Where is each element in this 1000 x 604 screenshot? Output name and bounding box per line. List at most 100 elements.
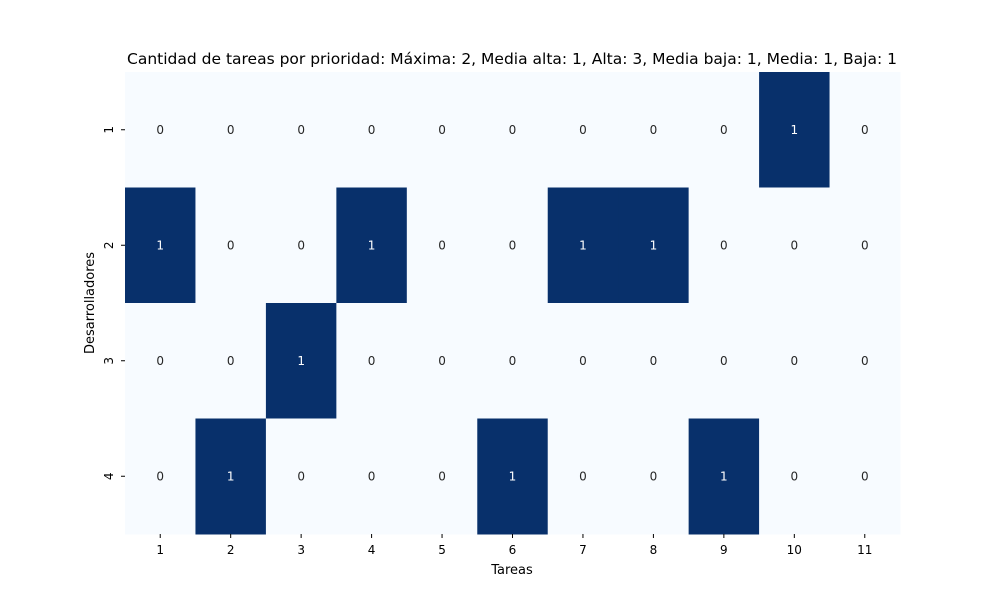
heatmap-cell — [618, 303, 690, 419]
cell-value-label: 0 — [297, 123, 305, 137]
cell-value-label: 0 — [720, 238, 728, 252]
heatmap-cell — [829, 72, 901, 188]
cell-value-label: 0 — [790, 238, 798, 252]
cell-value-label: 0 — [650, 354, 658, 368]
cell-value-label: 0 — [156, 469, 164, 483]
cell-annotations: 0 0 0 0 0 0 0 0 0 1 0 1 0 0 1 0 0 1 1 0 0 0 0 0 1 0 0 0 0 0 0 0 0 0 1 0 0 0 1 0… — [156, 123, 868, 484]
x-tick-label: 1 — [156, 543, 164, 557]
y-tick-label: 4 — [102, 472, 116, 480]
x-axis: 1 2 3 4 5 6 7 8 9 10 11 — [156, 534, 872, 557]
cell-value-label: 1 — [650, 238, 658, 252]
cell-value-label: 0 — [509, 238, 517, 252]
heatmap-cell — [336, 418, 408, 535]
x-tick-label: 6 — [509, 543, 517, 557]
heatmap-cell — [618, 187, 690, 304]
heatmap-cell — [406, 72, 478, 188]
cell-value-label: 0 — [861, 123, 869, 137]
heatmap-cell — [336, 303, 408, 419]
cell-value-label: 0 — [297, 469, 305, 483]
heatmap-cell — [265, 187, 337, 304]
heatmap-cell — [477, 72, 549, 188]
x-tick-label: 7 — [579, 543, 587, 557]
cell-value-label: 1 — [368, 238, 376, 252]
heatmap-cell — [547, 418, 619, 535]
cell-value-label: 0 — [368, 354, 376, 368]
cell-value-label: 0 — [579, 354, 587, 368]
heatmap-cell — [195, 187, 267, 304]
heatmap-cell — [406, 418, 478, 535]
heatmap-cell — [406, 187, 478, 304]
x-tick-label: 2 — [227, 543, 235, 557]
heatmap-cell — [265, 72, 337, 188]
heatmap-cell — [547, 72, 619, 188]
cell-value-label: 1 — [579, 238, 587, 252]
heatmap-cell — [829, 187, 901, 304]
cell-value-label: 0 — [438, 469, 446, 483]
cell-value-label: 0 — [227, 354, 235, 368]
heatmap-cell — [195, 418, 267, 535]
y-tick-label: 1 — [102, 126, 116, 134]
x-tick-label: 10 — [787, 543, 802, 557]
cell-value-label: 0 — [156, 123, 164, 137]
cell-value-label: 0 — [861, 354, 869, 368]
cell-value-label: 1 — [156, 238, 164, 252]
heatmap-cell — [688, 187, 760, 304]
heatmap-cell — [406, 303, 478, 419]
heatmap-cell — [125, 303, 196, 419]
cell-value-label: 0 — [650, 123, 658, 137]
cell-value-label: 0 — [509, 354, 517, 368]
heatmap-cell — [759, 303, 831, 419]
heatmap-cell — [688, 303, 760, 419]
x-tick-label: 8 — [650, 543, 658, 557]
heatmap-cell — [688, 72, 760, 188]
x-tick-label: 5 — [438, 543, 446, 557]
heatmap-cell — [477, 187, 549, 304]
cell-value-label: 0 — [650, 469, 658, 483]
cell-value-label: 0 — [790, 354, 798, 368]
heatmap-cell — [336, 72, 408, 188]
cell-value-label: 0 — [438, 123, 446, 137]
cell-value-label: 1 — [227, 469, 235, 483]
cell-value-label: 0 — [438, 238, 446, 252]
heatmap-cell — [477, 418, 549, 535]
heatmap-cell — [618, 418, 690, 535]
cell-value-label: 0 — [861, 469, 869, 483]
cell-value-label: 0 — [227, 238, 235, 252]
heatmap-cell — [829, 303, 901, 419]
cell-value-label: 0 — [368, 469, 376, 483]
cell-value-label: 0 — [579, 123, 587, 137]
heatmap-cell — [336, 187, 408, 304]
x-tick-label: 9 — [720, 543, 728, 557]
heatmap-cell — [829, 418, 901, 535]
y-axis-label: Desarrolladores — [83, 252, 98, 354]
x-tick-label: 4 — [368, 543, 376, 557]
heatmap-cell — [618, 72, 690, 188]
cell-value-label: 0 — [156, 354, 164, 368]
heatmap-cell — [195, 303, 267, 419]
y-axis: 1 2 3 4 — [102, 126, 125, 480]
cell-value-label: 1 — [297, 354, 305, 368]
cell-value-label: 0 — [438, 354, 446, 368]
cell-value-label: 0 — [861, 238, 869, 252]
cell-value-label: 1 — [509, 469, 517, 483]
heatmap-cell — [125, 418, 196, 535]
heatmap-cells — [125, 72, 901, 535]
heatmap-cell — [265, 418, 337, 535]
heatmap-cell — [547, 303, 619, 419]
chart-title: Cantidad de tareas por prioridad: Máxima… — [127, 50, 897, 68]
x-tick-label: 3 — [297, 543, 305, 557]
heatmap-cell — [477, 303, 549, 419]
cell-value-label: 0 — [297, 238, 305, 252]
heatmap-cell — [125, 187, 196, 304]
heatmap-cell — [125, 72, 196, 188]
cell-value-label: 1 — [720, 469, 728, 483]
y-tick-label: 2 — [102, 241, 116, 249]
cell-value-label: 0 — [368, 123, 376, 137]
heatmap-cell — [265, 303, 337, 419]
heatmap-cell — [688, 418, 760, 535]
heatmap-cell — [547, 187, 619, 304]
cell-value-label: 1 — [790, 123, 798, 137]
heatmap-cell — [759, 187, 831, 304]
